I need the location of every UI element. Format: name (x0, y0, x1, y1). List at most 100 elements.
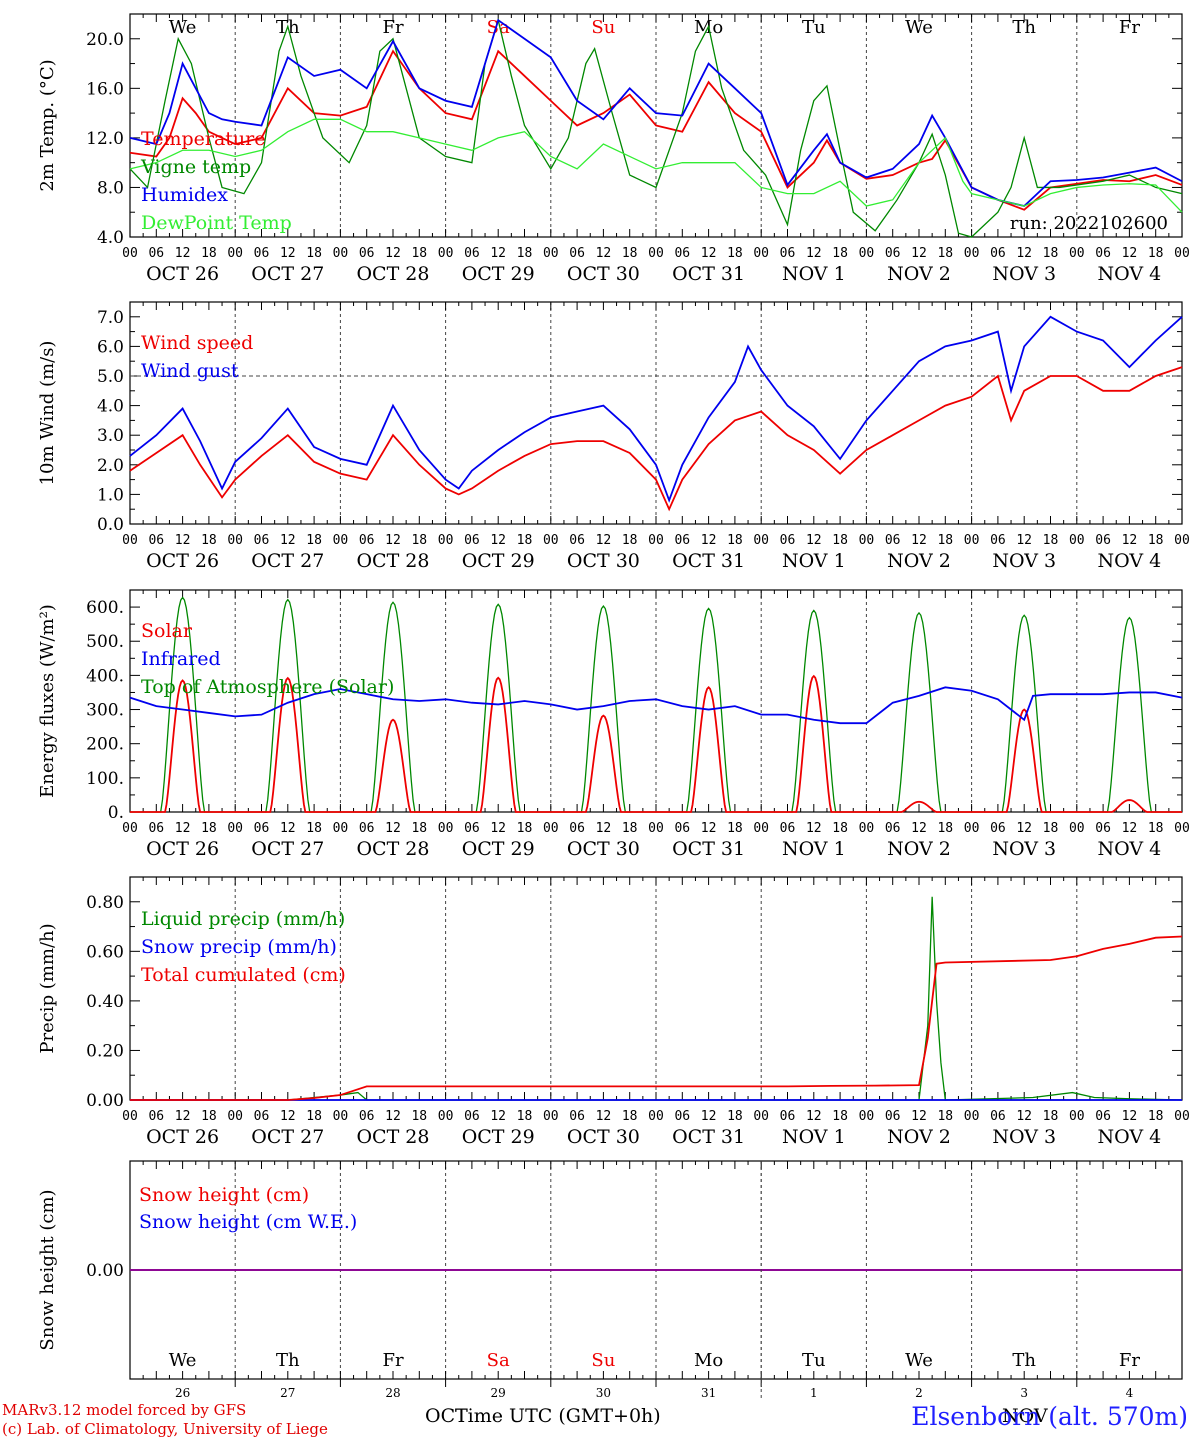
wind-y-tick-label: 4.0 (97, 397, 124, 417)
hour-tick-label: 18 (1043, 1109, 1059, 1124)
temp-series-dewpoint-temp (129, 118, 1183, 213)
hour-tick-label: 06 (780, 1109, 796, 1124)
hour-tick-label: 00 (859, 821, 875, 836)
hour-tick-label: 06 (1095, 1109, 1111, 1124)
precip-legend-total-cumulated-cm: Total cumulated (cm) (141, 964, 346, 986)
hour-tick-label: 06 (569, 533, 585, 548)
hour-tick-label: 00 (859, 246, 875, 261)
energy-y-tick-label: 300. (86, 701, 124, 721)
date-label: OCT 28 (356, 838, 429, 860)
hour-tick-label: 18 (411, 1109, 427, 1124)
hour-tick-label: 12 (1122, 246, 1138, 261)
hour-tick-label: 06 (569, 1109, 585, 1124)
temp-legend-dewpoint-temp: DewPoint Temp (141, 212, 292, 234)
day-name: Fr (1119, 17, 1140, 38)
date-label: NOV 2 (887, 263, 951, 285)
date-label: OCT 28 (356, 263, 429, 285)
hour-tick-label: 18 (411, 821, 427, 836)
snow-legend-snow-height-cm: Snow height (cm) (139, 1184, 309, 1206)
date-label: OCT 30 (567, 1126, 640, 1148)
date-label: NOV 1 (782, 263, 846, 285)
date-label: OCT 27 (251, 1126, 324, 1148)
hour-tick-label: 12 (385, 821, 401, 836)
hour-tick-label: 12 (1016, 533, 1032, 548)
hour-tick-label: 18 (411, 246, 427, 261)
hour-tick-label: 18 (201, 821, 217, 836)
day-number: 3 (1020, 1386, 1028, 1400)
hour-tick-label: 18 (937, 1109, 953, 1124)
hour-tick-label: 00 (333, 821, 349, 836)
date-label: OCT 27 (251, 838, 324, 860)
wind-series-wind-speed (129, 366, 1183, 512)
precip-y-axis-title: Precip (mm/h) (37, 923, 58, 1053)
temp-y-tick-label: 12.0 (86, 129, 124, 149)
date-label: OCT 28 (356, 1126, 429, 1148)
hour-tick-label: 06 (1095, 821, 1111, 836)
temp-y-tick-label: 4.0 (97, 228, 124, 248)
hour-tick-label: 18 (517, 1109, 533, 1124)
hour-tick-label: 06 (148, 1109, 164, 1124)
hour-tick-label: 00 (227, 1109, 243, 1124)
hour-tick-label: 00 (859, 533, 875, 548)
hour-tick-label: 06 (674, 246, 690, 261)
hour-tick-label: 06 (148, 246, 164, 261)
hour-tick-label: 06 (885, 1109, 901, 1124)
hour-tick-label: 12 (490, 246, 506, 261)
wind-y-tick-label: 0.0 (97, 515, 124, 535)
date-label: NOV 3 (992, 1126, 1056, 1148)
hour-tick-label: 00 (648, 1109, 664, 1124)
energy-legend-top-of-atmosphere-solar: Top of Atmosphere (Solar) (141, 676, 394, 698)
temp-series-vigne-temp (129, 17, 1183, 238)
energy-series-infrared (129, 686, 1183, 725)
temp-y-tick-label: 8.0 (97, 178, 124, 198)
hour-tick-label: 18 (727, 821, 743, 836)
hour-tick-label: 00 (543, 1109, 559, 1124)
hour-tick-label: 00 (1174, 533, 1190, 548)
day-name: We (905, 1350, 933, 1371)
date-label: OCT 29 (462, 1126, 535, 1148)
hour-tick-label: 12 (806, 1109, 822, 1124)
hour-tick-label: 06 (674, 533, 690, 548)
precip-y-tick-label: 0.20 (86, 1041, 124, 1061)
hour-tick-label: 12 (175, 533, 191, 548)
day-number: 27 (280, 1386, 295, 1400)
day-number: 2 (915, 1386, 923, 1400)
hour-tick-label: 12 (1016, 246, 1032, 261)
hour-tick-label: 18 (727, 1109, 743, 1124)
hour-tick-label: 00 (543, 821, 559, 836)
day-name: We (169, 1350, 197, 1371)
hour-tick-label: 06 (359, 821, 375, 836)
hour-tick-label: 06 (780, 533, 796, 548)
hour-tick-label: 12 (280, 1109, 296, 1124)
hour-tick-label: 18 (832, 821, 848, 836)
hour-tick-label: 00 (543, 246, 559, 261)
station-label: Elsenborn (alt. 570m) (911, 1402, 1188, 1431)
hour-tick-label: 00 (438, 821, 454, 836)
energy-y-axis-title: Energy fluxes (W/m²) (37, 604, 58, 798)
hour-tick-label: 00 (1069, 1109, 1085, 1124)
hour-tick-label: 18 (1148, 533, 1164, 548)
hour-tick-label: 12 (596, 1109, 612, 1124)
hour-tick-label: 00 (227, 246, 243, 261)
hour-tick-label: 12 (280, 821, 296, 836)
wind-y-tick-label: 5.0 (97, 367, 124, 387)
energy-y-tick-label: 200. (86, 735, 124, 755)
date-label: NOV 4 (1098, 263, 1162, 285)
hour-tick-label: 18 (622, 246, 638, 261)
date-label: OCT 26 (146, 838, 219, 860)
hour-tick-label: 12 (280, 246, 296, 261)
hour-tick-label: 18 (1043, 821, 1059, 836)
date-label: OCT 31 (672, 838, 745, 860)
hour-tick-label: 18 (1148, 246, 1164, 261)
day-name: We (905, 17, 933, 38)
hour-tick-label: 18 (832, 1109, 848, 1124)
hour-tick-label: 12 (596, 246, 612, 261)
hour-tick-label: 12 (911, 821, 927, 836)
hour-tick-label: 06 (885, 246, 901, 261)
hour-tick-label: 06 (990, 1109, 1006, 1124)
energy-y-tick-label: 0. (108, 803, 124, 823)
hour-tick-label: 06 (464, 1109, 480, 1124)
date-label: OCT 28 (356, 550, 429, 572)
hour-tick-label: 00 (122, 246, 138, 261)
hour-tick-label: 18 (201, 246, 217, 261)
